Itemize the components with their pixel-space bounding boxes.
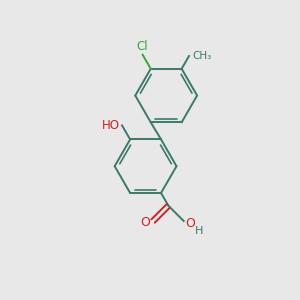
Text: HO: HO (102, 119, 120, 132)
Text: Cl: Cl (137, 40, 148, 53)
Text: O: O (140, 216, 150, 229)
Text: O: O (185, 218, 195, 230)
Text: H: H (195, 226, 203, 236)
Text: CH₃: CH₃ (192, 51, 211, 61)
